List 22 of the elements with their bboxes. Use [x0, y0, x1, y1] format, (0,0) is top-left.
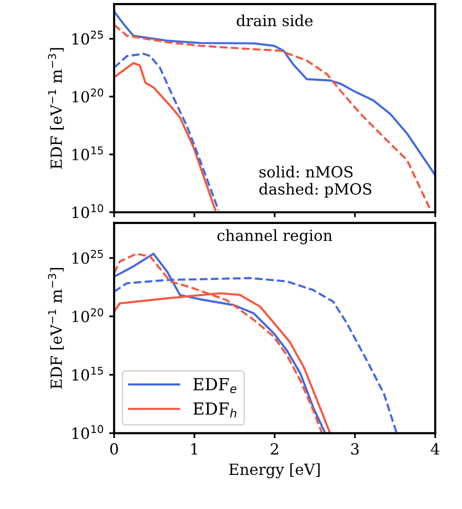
y-tick-label: 10$^{25}$	[72, 250, 103, 264]
y-tick-label: 10$^{10}$	[72, 204, 104, 218]
annotation: drain side	[236, 14, 313, 26]
y-tick-label: 10$^{20}$	[72, 88, 104, 102]
y-tick-label: 10$^{15}$	[72, 146, 103, 160]
line-series	[114, 10, 436, 176]
x-tick-label: 1	[191, 443, 198, 454]
x-tick-label: 4	[430, 443, 440, 454]
x-axis-title: Energy [eV]	[229, 463, 320, 478]
x-tick-label: 2	[270, 443, 278, 454]
y-tick-label: 10$^{10}$	[72, 425, 104, 440]
legend-label: EDF$_{e}$	[193, 378, 236, 394]
annotation: channel region	[217, 229, 332, 244]
legend-label: EDF$_{h}$	[193, 402, 236, 418]
y-tick-label: 10$^{25}$	[72, 30, 103, 45]
x-tick-label: 0	[110, 443, 118, 455]
x-tick-label: 3	[351, 443, 359, 455]
y-tick-label: 10$^{15}$	[72, 366, 103, 381]
y-axis-title: EDF [eV$^{−1}$ m$^{−3}$]	[48, 48, 64, 169]
y-tick-label: 10$^{20}$	[72, 308, 104, 322]
annotation: solid: nMOS dashed: pMOS	[259, 166, 372, 198]
y-axis-title: EDF [eV$^{−1}$ m$^{−3}$]	[48, 268, 64, 389]
